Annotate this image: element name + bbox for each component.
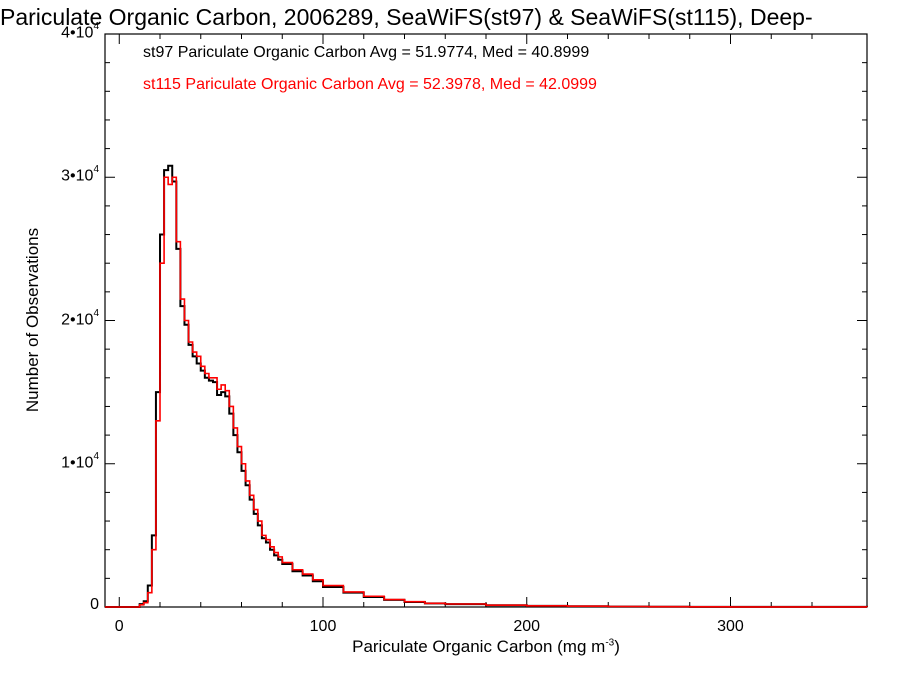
legend-st115: st115 Pariculate Organic Carbon Avg = 52… [143,76,597,93]
y-tick-exponent: 4 [93,450,99,462]
legend-st97: st97 Pariculate Organic Carbon Avg = 51.… [143,44,590,61]
series-group [105,164,868,608]
y-tick-label: 1•104 [61,450,99,472]
y-tick-mantissa: 3•10 [61,167,94,185]
y-tick-mantissa: 2•10 [61,310,94,328]
x-tick-label: 200 [513,618,541,635]
x-tick-label: 100 [309,618,337,635]
y-tick-label: 3•104 [61,164,99,185]
axis-ticks [105,33,867,608]
x-axis-label-close: ) [614,637,620,656]
chart-title: Pariculate Organic Carbon, 2006289, SeaW… [0,4,813,30]
plot-frame [104,33,868,608]
series-line-st97 [105,164,868,608]
y-tick-mantissa: 4•10 [61,24,94,42]
x-axis-label: Pariculate Organic Carbon (mg m-3) [352,637,620,657]
y-tick-exponent: 4 [93,164,99,176]
y-tick-label: 4•104 [61,21,99,42]
y-axis-label: Number of Observations [23,227,42,413]
x-tick-label: 300 [717,618,744,635]
y-tick-mantissa: 0 [90,596,99,613]
y-tick-exponent: 4 [93,307,99,319]
y-tick-exponent: 4 [93,21,99,32]
y-tick-mantissa: 1•10 [61,454,94,472]
x-tick-label: 0 [114,618,124,635]
x-axis-label-text: Pariculate Organic Carbon (mg m [352,637,606,656]
y-tick-label: 0 [90,596,99,614]
x-axis-label-exponent: -3 [605,637,615,649]
y-tick-label: 2•104 [61,307,99,329]
series-line-st115 [105,176,868,608]
